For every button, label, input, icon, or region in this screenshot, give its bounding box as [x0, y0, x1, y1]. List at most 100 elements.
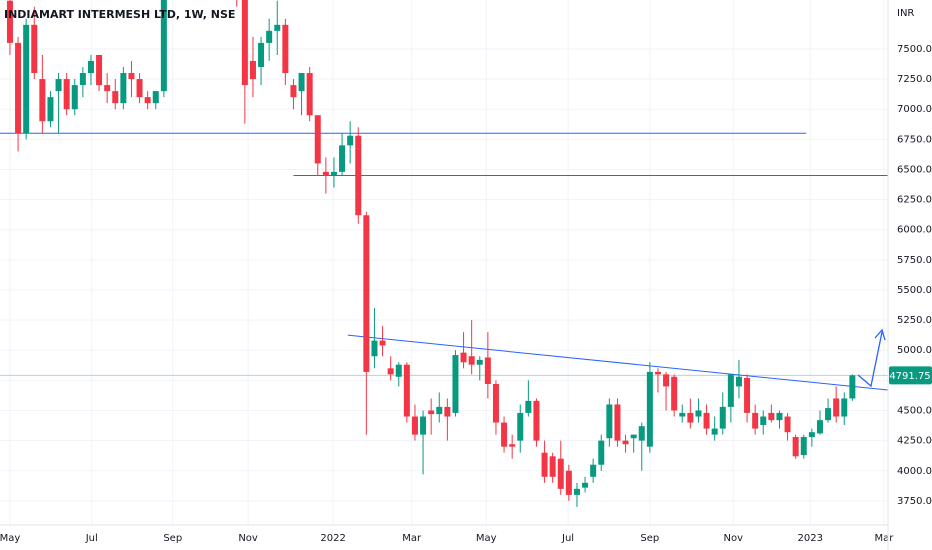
- candle-body: [436, 406, 443, 415]
- candle-body: [322, 171, 329, 176]
- candle-body: [411, 416, 418, 435]
- x-tick-label: Mar: [402, 533, 422, 544]
- candle-body: [727, 374, 734, 407]
- candle-body: [671, 376, 678, 411]
- y-tick-label: 6000.00: [897, 225, 932, 236]
- candle-body: [768, 412, 775, 421]
- candle-body: [808, 432, 815, 438]
- last-price-label: 4791.75: [889, 371, 930, 382]
- x-tick-label: Nov: [238, 533, 258, 544]
- axes: 3750.004000.004250.004500.004750.005000.…: [0, 44, 932, 544]
- y-tick-label: 4000.00: [897, 466, 932, 477]
- x-tick-label: 2022: [320, 533, 345, 544]
- candle-body: [849, 375, 856, 399]
- candle-body: [484, 357, 491, 384]
- candle-body: [622, 440, 629, 445]
- candle-body: [55, 79, 62, 92]
- y-tick-label: 4500.00: [897, 406, 932, 417]
- currency-label: INR: [897, 8, 914, 19]
- y-tick-label: 4250.00: [897, 436, 932, 447]
- candle-body: [501, 422, 508, 447]
- candle-body: [735, 376, 742, 387]
- candle-body: [541, 452, 548, 477]
- candle-body: [744, 377, 751, 413]
- arrow-head: [874, 328, 886, 341]
- candle-body: [6, 0, 13, 43]
- candle-body: [687, 412, 694, 423]
- candle-body: [23, 24, 30, 134]
- candle-body: [557, 458, 564, 489]
- x-tick-label: May: [476, 533, 497, 544]
- candle-body: [428, 410, 435, 415]
- candle-body: [444, 406, 451, 417]
- candle-body: [87, 60, 94, 74]
- candle-body: [290, 85, 297, 98]
- candle-body: [403, 364, 410, 417]
- candle-body: [152, 91, 159, 104]
- candle-body: [630, 434, 637, 439]
- candle-body: [492, 383, 499, 423]
- y-tick-label: 6750.00: [897, 134, 932, 145]
- candle-body: [719, 406, 726, 429]
- candle-body: [96, 54, 103, 86]
- candle-body: [533, 400, 540, 441]
- candle-body: [120, 73, 127, 104]
- candle-body: [274, 24, 281, 31]
- candle-body: [590, 464, 597, 477]
- candle-body: [695, 410, 702, 417]
- candle-body: [160, 0, 167, 92]
- candle-body: [476, 359, 483, 365]
- candle-body: [816, 420, 823, 434]
- candle-body: [395, 364, 402, 377]
- candle-body: [266, 30, 273, 43]
- candle-body: [339, 145, 346, 172]
- candle-body: [144, 97, 151, 104]
- candle-body: [549, 456, 556, 477]
- last-price-box: [889, 366, 932, 385]
- candle-body: [638, 426, 645, 441]
- candle-body: [646, 371, 653, 447]
- candle-body: [347, 135, 354, 146]
- candle-body: [703, 412, 710, 429]
- plot-area: [0, 0, 888, 507]
- candle-body: [71, 85, 78, 110]
- y-tick-label: 6500.00: [897, 164, 932, 175]
- candle-body: [825, 408, 832, 421]
- grid: [0, 0, 888, 525]
- y-tick-label: 5250.00: [897, 315, 932, 326]
- candle-body: [582, 482, 589, 488]
- candle-body: [47, 97, 54, 122]
- candle-body: [841, 398, 848, 417]
- candle-body: [298, 73, 305, 92]
- x-tick-label: Jul: [561, 533, 574, 544]
- y-tick-label: 7000.00: [897, 104, 932, 115]
- candle-body: [379, 340, 386, 346]
- candle-body: [784, 416, 791, 433]
- x-tick-label: Jul: [85, 533, 98, 544]
- candle-body: [752, 412, 759, 429]
- y-tick-label: 7500.00: [897, 44, 932, 55]
- candle-body: [104, 85, 111, 92]
- candle-body: [79, 73, 86, 86]
- candle-body: [525, 400, 532, 413]
- candle-body: [679, 412, 686, 417]
- trend-line: [347, 334, 888, 391]
- x-tick-label: Sep: [640, 533, 659, 544]
- candle-body: [663, 374, 670, 387]
- candle-body: [241, 0, 248, 86]
- candle-body: [565, 470, 572, 495]
- candle-body: [128, 73, 135, 80]
- y-tick-label: 6250.00: [897, 195, 932, 206]
- projection-arrow: [857, 331, 883, 388]
- candle-body: [112, 91, 119, 104]
- candle-body: [420, 416, 427, 435]
- y-tick-label: 5750.00: [897, 255, 932, 266]
- y-tick-label: 3750.00: [897, 496, 932, 507]
- candle-body: [371, 340, 378, 357]
- candle-body: [314, 115, 321, 164]
- candle-body: [800, 437, 807, 456]
- candle-body: [760, 416, 767, 425]
- candle-body: [460, 352, 467, 363]
